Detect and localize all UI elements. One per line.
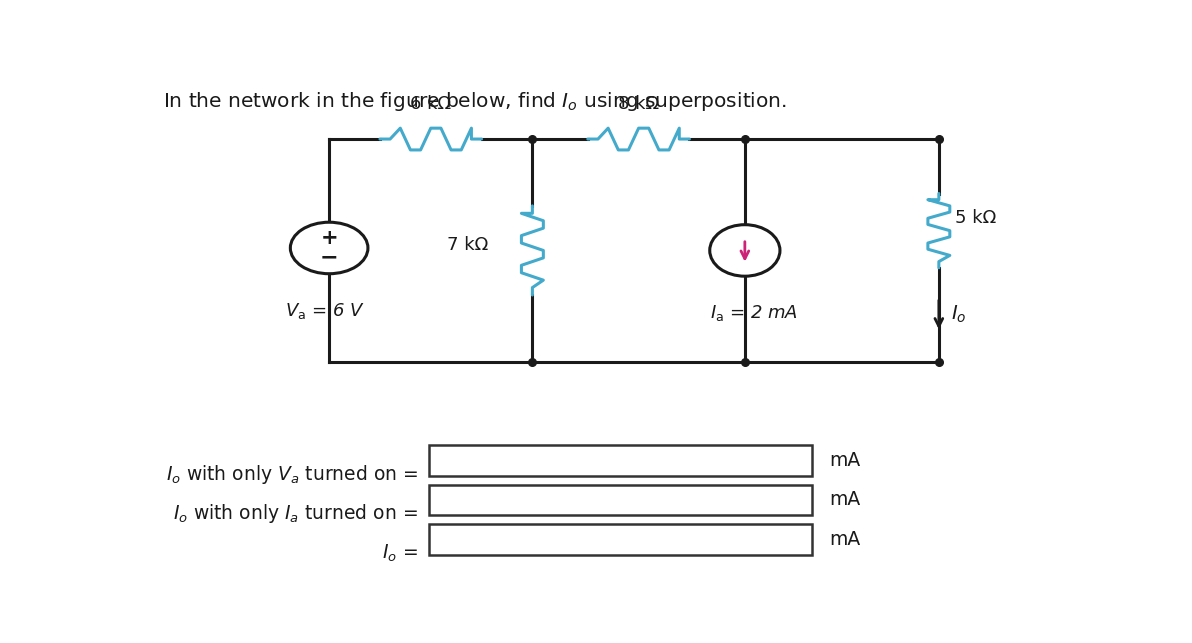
Text: *1: *1 xyxy=(794,461,809,475)
Text: $I_o$: $I_o$ xyxy=(951,304,967,325)
Text: 8 kΩ: 8 kΩ xyxy=(617,95,659,113)
Text: 7 kΩ: 7 kΩ xyxy=(447,237,488,255)
Text: 6 kΩ: 6 kΩ xyxy=(410,95,452,113)
FancyBboxPatch shape xyxy=(429,445,812,476)
Text: −: − xyxy=(319,247,339,267)
Text: 5 kΩ: 5 kΩ xyxy=(956,209,997,227)
Text: $I_o$ =: $I_o$ = xyxy=(381,543,418,564)
Text: $I_o$ with only $V_a$ turned on =: $I_o$ with only $V_a$ turned on = xyxy=(166,463,418,485)
Text: *2: *2 xyxy=(794,501,809,514)
FancyBboxPatch shape xyxy=(429,485,812,515)
Text: $I_{\mathrm{a}}$ = 2 mA: $I_{\mathrm{a}}$ = 2 mA xyxy=(710,303,797,323)
Text: +: + xyxy=(321,228,339,248)
Ellipse shape xyxy=(291,222,368,274)
Text: $I_o$ with only $I_a$ turned on =: $I_o$ with only $I_a$ turned on = xyxy=(173,502,418,525)
Text: $V_{\mathrm{a}}$ = 6 V: $V_{\mathrm{a}}$ = 6 V xyxy=(285,301,365,321)
FancyBboxPatch shape xyxy=(429,524,812,555)
Text: In the network in the figure below, find $I_o$ using superposition.: In the network in the figure below, find… xyxy=(163,89,787,113)
Text: mA: mA xyxy=(828,451,861,470)
Ellipse shape xyxy=(709,224,780,276)
Text: mA: mA xyxy=(828,491,861,509)
Text: mA: mA xyxy=(828,530,861,549)
Text: *3: *3 xyxy=(794,541,809,554)
